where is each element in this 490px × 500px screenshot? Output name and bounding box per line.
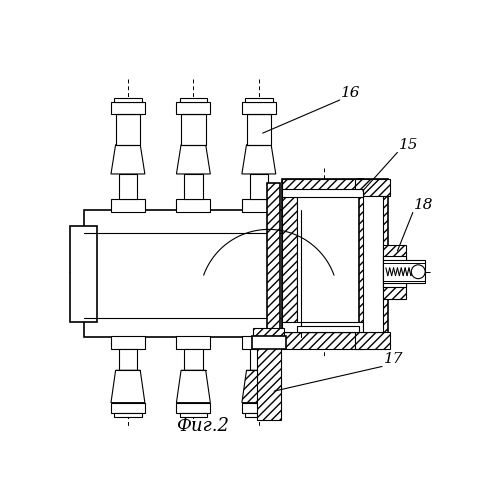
Bar [176, 198, 210, 211]
Bar [246, 114, 271, 144]
Text: Фиг.2: Фиг.2 [176, 417, 229, 435]
Bar [70, 226, 97, 322]
Bar [355, 180, 390, 196]
Text: 17: 17 [384, 352, 403, 366]
Bar [297, 196, 359, 332]
Bar [267, 183, 280, 349]
Bar [84, 210, 301, 337]
Bar [249, 174, 268, 199]
Bar [383, 256, 406, 287]
Bar [245, 98, 273, 102]
Bar [242, 402, 276, 413]
Bar [253, 328, 284, 336]
Bar [184, 174, 203, 199]
Bar [242, 336, 276, 349]
Bar [297, 326, 359, 332]
Circle shape [411, 265, 425, 278]
Bar [184, 349, 203, 370]
Bar [359, 180, 388, 349]
Bar [242, 102, 276, 114]
Bar [111, 102, 145, 114]
Bar [282, 332, 363, 349]
Bar [282, 180, 363, 196]
Bar [176, 336, 210, 349]
Text: 18: 18 [415, 198, 434, 212]
Bar [181, 114, 206, 144]
Bar [363, 196, 383, 332]
Bar [383, 260, 425, 283]
Bar [111, 402, 145, 413]
Bar [245, 414, 273, 418]
Polygon shape [111, 144, 145, 174]
Bar [383, 245, 406, 298]
Bar [249, 349, 268, 370]
Bar [282, 190, 363, 197]
Bar [114, 414, 142, 418]
Bar [252, 336, 286, 349]
Polygon shape [111, 370, 145, 402]
Bar [355, 332, 390, 349]
Bar [116, 114, 140, 144]
Bar [179, 98, 207, 102]
Polygon shape [242, 370, 276, 402]
Polygon shape [242, 144, 276, 174]
Bar [282, 322, 363, 332]
Bar [111, 198, 145, 211]
Polygon shape [176, 144, 210, 174]
Bar [114, 98, 142, 102]
Bar [111, 336, 145, 349]
Bar [282, 196, 297, 332]
Bar [282, 180, 363, 349]
Bar [179, 414, 207, 418]
Text: 15: 15 [399, 138, 418, 152]
Bar [119, 174, 137, 199]
Text: 16: 16 [341, 86, 361, 100]
Bar [257, 332, 281, 420]
Polygon shape [176, 370, 210, 402]
Bar [176, 402, 210, 413]
Bar [119, 349, 137, 370]
Bar [242, 198, 276, 211]
Bar [176, 102, 210, 114]
